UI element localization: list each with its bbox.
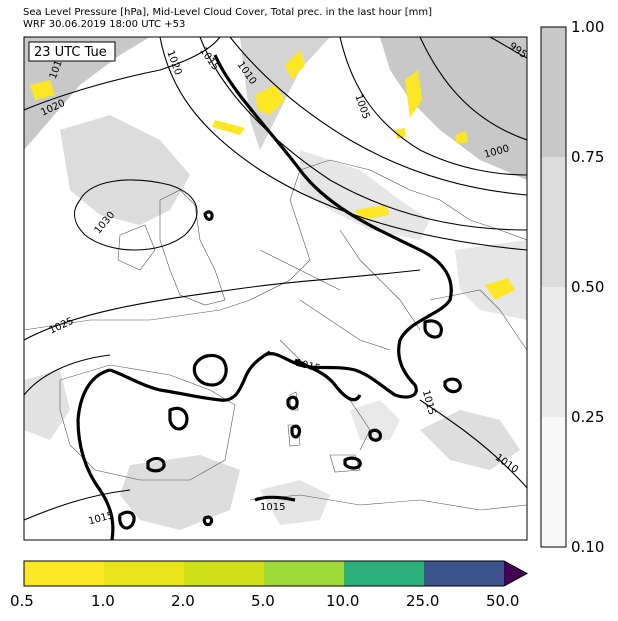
map-subtitle: WRF 30.06.2019 18:00 UTC +53 xyxy=(23,19,186,30)
cloud-cover-area xyxy=(260,480,330,525)
map-frame xyxy=(23,36,528,541)
cloud-cover-area xyxy=(300,150,430,240)
cloud-cover-area xyxy=(420,410,520,470)
cloud-tick-010: 0.10 xyxy=(571,538,605,556)
isobar-1005 xyxy=(339,37,527,176)
isobar-1015 xyxy=(199,37,527,231)
precip-area xyxy=(395,128,406,139)
precip-bin-over-50 xyxy=(504,561,527,586)
cloud-tick-100: 1.00 xyxy=(571,18,605,36)
precip-bin-2-5 xyxy=(184,561,264,586)
isobar-1025 xyxy=(24,269,421,341)
isobar-label: 1015 xyxy=(260,502,285,513)
cloud-tick-025: 0.25 xyxy=(571,408,605,426)
precip-area xyxy=(455,131,468,144)
cloud-bin-025-050 xyxy=(541,287,566,417)
cloud-bin-075-100 xyxy=(541,27,566,157)
cloud-cover-layer xyxy=(24,37,527,530)
precip-area xyxy=(285,50,305,80)
isobar-1030 xyxy=(74,179,198,251)
precip-area xyxy=(485,278,515,300)
time-label: 23 UTC Tue xyxy=(34,45,107,60)
cloud-tick-050: 0.50 xyxy=(571,278,605,296)
isobar-1020 xyxy=(159,37,527,251)
cloud-cover-area xyxy=(60,115,190,225)
precip-tick-10.0: 10.0 xyxy=(326,592,360,610)
precip-area xyxy=(255,85,285,115)
precip-area xyxy=(405,70,422,118)
precip-bin-25-50 xyxy=(424,561,504,586)
map-title: Sea Level Pressure [hPa], Mid-Level Clou… xyxy=(23,7,433,18)
precip-colorbar xyxy=(23,560,529,587)
isobar-1000 xyxy=(419,37,527,141)
map-area: 1015 1010 1005 1000 995 1020 1030 1025 1… xyxy=(24,37,527,540)
cloud-cover-area xyxy=(24,370,70,440)
thick-isobar-1015 xyxy=(76,54,462,540)
coastlines xyxy=(24,159,527,511)
isobar-1015-south xyxy=(24,489,131,521)
cloud-bin-050-075 xyxy=(541,157,566,287)
precip-area xyxy=(30,80,55,100)
isobar-1010 xyxy=(229,37,527,196)
precip-bin-1-2 xyxy=(104,561,184,586)
isobar-995 xyxy=(489,37,527,59)
precipitation-layer xyxy=(30,50,515,300)
time-label-box: 23 UTC Tue xyxy=(28,41,116,62)
cloud-cover-area xyxy=(120,455,240,530)
isobars xyxy=(24,37,527,521)
cloud-cover-area xyxy=(350,400,400,440)
isobar-west xyxy=(24,354,111,396)
precip-bin-05-1 xyxy=(24,561,104,586)
precip-area xyxy=(355,205,390,220)
precip-bin-10-25 xyxy=(344,561,424,586)
cloud-cover-area xyxy=(24,37,150,150)
precip-bin-5-10 xyxy=(264,561,344,586)
precip-tick-2.0: 2.0 xyxy=(171,592,195,610)
cloud-bin-010-025 xyxy=(541,417,566,547)
precip-tick-5.0: 5.0 xyxy=(251,592,275,610)
isobar-1010-southeast xyxy=(419,399,527,489)
precip-area xyxy=(212,120,245,135)
precip-tick-25.0: 25.0 xyxy=(406,592,440,610)
precip-tick-0.5: 0.5 xyxy=(10,592,34,610)
cloud-tick-075: 0.75 xyxy=(571,148,605,166)
cloud-cover-colorbar xyxy=(540,26,567,548)
precip-tick-50.0: 50.0 xyxy=(486,592,520,610)
precip-tick-1.0: 1.0 xyxy=(91,592,115,610)
cloud-cover-area xyxy=(455,240,527,320)
